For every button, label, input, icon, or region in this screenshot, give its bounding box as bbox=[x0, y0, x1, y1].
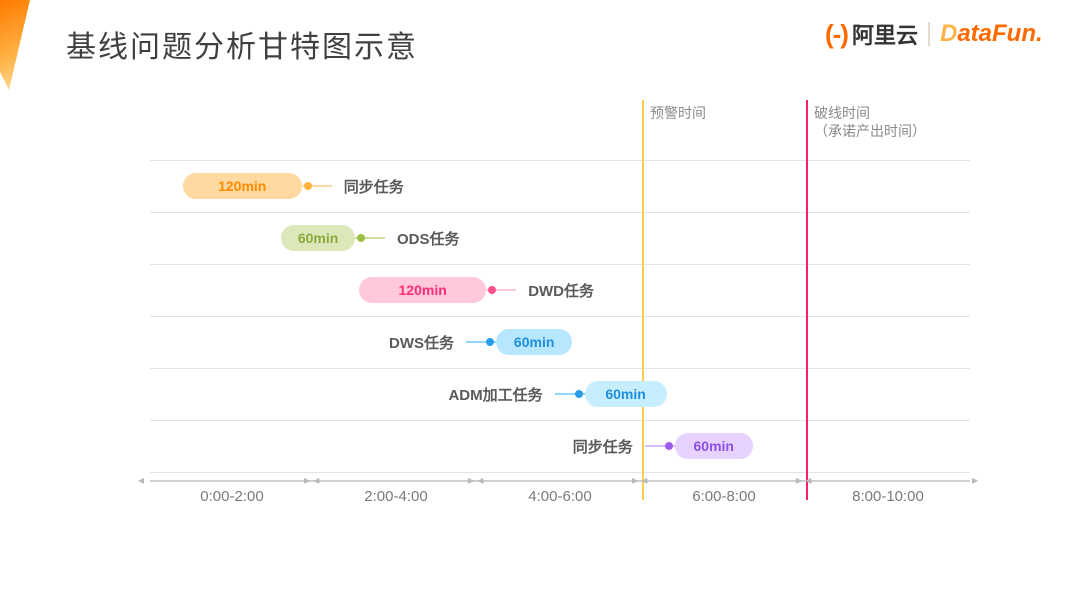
page-title: 基线问题分析甘特图示意 bbox=[66, 22, 418, 66]
threshold-line-warn bbox=[642, 100, 644, 500]
threshold-label-breach: 破线时间（承诺产出时间） bbox=[814, 104, 926, 140]
grid-row bbox=[150, 420, 970, 472]
axis-tick-label: 8:00-10:00 bbox=[852, 488, 924, 505]
task-label: DWD任务 bbox=[528, 280, 594, 301]
axis-arrow-right: ▸ bbox=[972, 473, 978, 487]
axis-tick-label: 4:00-6:00 bbox=[528, 488, 591, 505]
axis-tick: 6:00-8:00 bbox=[674, 480, 774, 496]
task-dot bbox=[575, 390, 583, 398]
task-bar: 120min bbox=[183, 173, 302, 199]
axis-tick: 2:00-4:00 bbox=[346, 480, 446, 496]
axis-tick-label: 0:00-2:00 bbox=[200, 488, 263, 505]
axis-segment-arrows: ▸ ◂ bbox=[632, 473, 647, 487]
task-label: DWS任务 bbox=[389, 332, 454, 353]
axis-segment-arrows: ▸ ◂ bbox=[796, 473, 811, 487]
aliyun-text: 阿里云 bbox=[852, 18, 918, 50]
threshold-line-breach bbox=[806, 100, 808, 500]
gantt-plot: ◂▸预警时间破线时间（承诺产出时间）120min同步任务60minODS任务12… bbox=[150, 160, 970, 480]
threshold-label-warn: 预警时间 bbox=[650, 104, 706, 122]
task-bar: 60min bbox=[675, 433, 753, 459]
axis-arrow-left: ◂ bbox=[138, 473, 144, 487]
logo-group: (-) 阿里云 DataFun. bbox=[825, 18, 1036, 50]
task-label: 同步任务 bbox=[573, 436, 633, 457]
task-label: 同步任务 bbox=[344, 176, 404, 197]
task-dot bbox=[665, 442, 673, 450]
task-dot bbox=[486, 338, 494, 346]
corner-accent bbox=[0, 0, 30, 90]
task-label: ADM加工任务 bbox=[448, 384, 542, 405]
datafun-logo: DataFun. bbox=[940, 20, 1036, 48]
task-dot bbox=[304, 182, 312, 190]
task-bar: 60min bbox=[281, 225, 355, 251]
axis-tick: 0:00-2:00 bbox=[182, 480, 282, 496]
task-bar: 60min bbox=[585, 381, 667, 407]
aliyun-icon: (-) bbox=[825, 19, 848, 50]
axis-tick-label: 2:00-4:00 bbox=[364, 488, 427, 505]
axis-segment-arrows: ▸ ◂ bbox=[304, 473, 319, 487]
axis-tick: 8:00-10:00 bbox=[838, 480, 938, 496]
task-dot bbox=[357, 234, 365, 242]
aliyun-logo: (-) 阿里云 bbox=[825, 18, 918, 50]
axis-segment-arrows: ▸ ◂ bbox=[468, 473, 483, 487]
axis-tick-label: 6:00-8:00 bbox=[692, 488, 755, 505]
task-bar: 120min bbox=[359, 277, 486, 303]
gantt-chart: ◂▸预警时间破线时间（承诺产出时间）120min同步任务60minODS任务12… bbox=[150, 160, 970, 520]
grid-row bbox=[150, 212, 970, 264]
task-label: ODS任务 bbox=[397, 228, 460, 249]
task-bar: 60min bbox=[496, 329, 572, 355]
logo-divider bbox=[928, 22, 930, 46]
axis-tick: 4:00-6:00 bbox=[510, 480, 610, 496]
